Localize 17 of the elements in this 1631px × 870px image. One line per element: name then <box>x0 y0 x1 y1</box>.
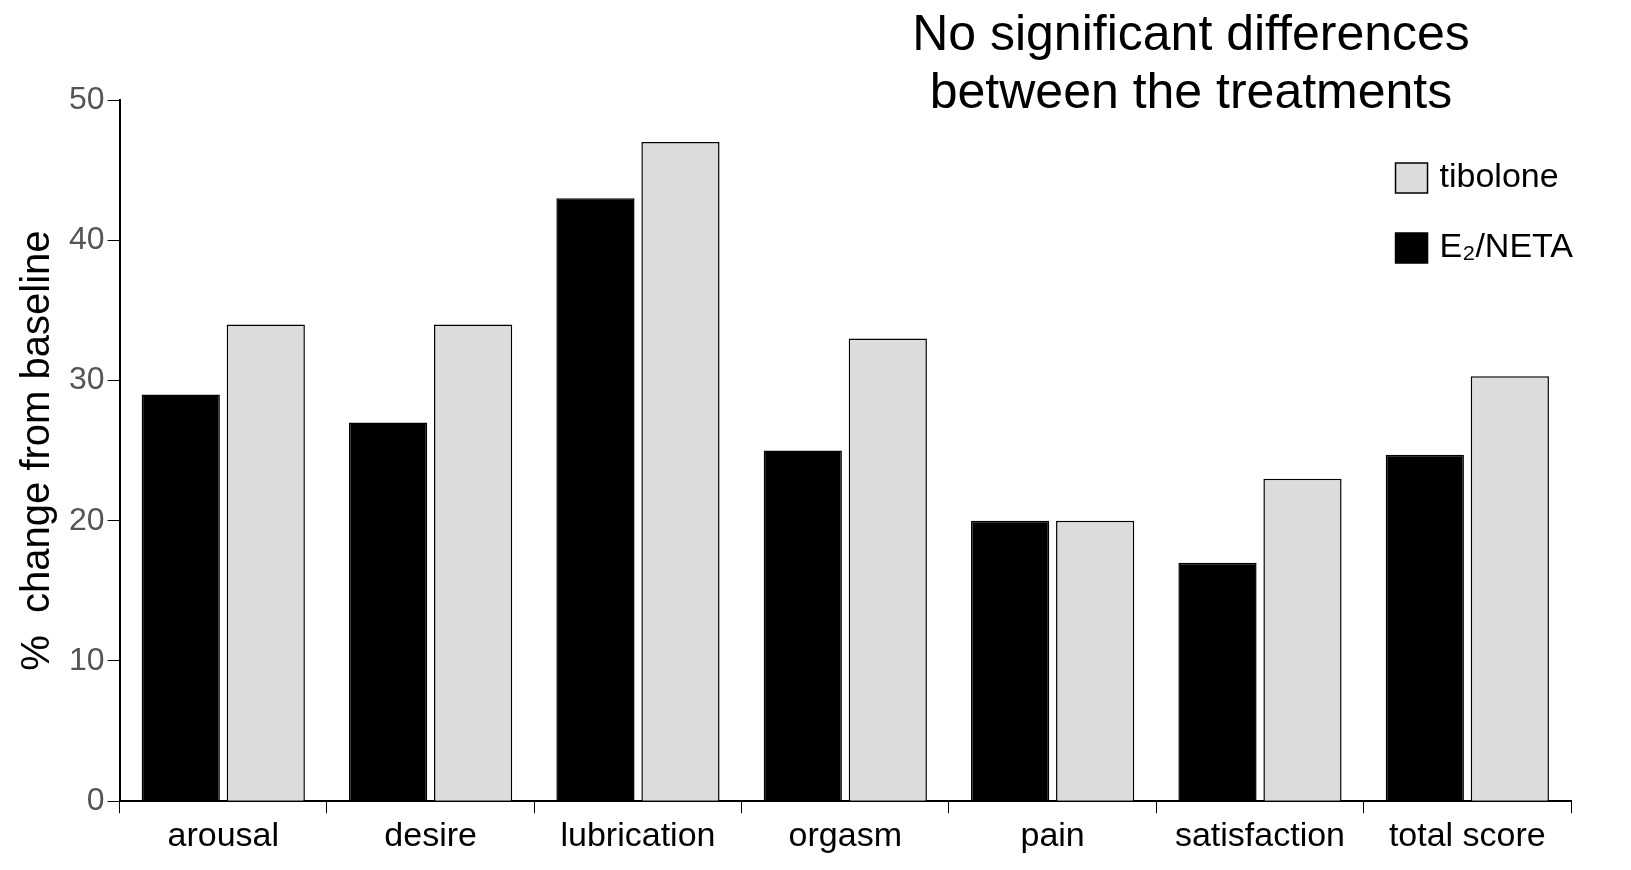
x-tick-label: pain <box>1020 814 1085 853</box>
y-tick-label: 40 <box>69 220 105 257</box>
y-axis-title: % change from baseline <box>13 230 58 671</box>
legend-label: E₂/NETA <box>1439 226 1574 265</box>
y-tick-label: 10 <box>69 640 105 677</box>
x-tick-label: satisfaction <box>1174 814 1346 853</box>
legend-label: tibolone <box>1439 156 1559 195</box>
x-tick-label: arousal <box>167 814 280 853</box>
y-tick-label: 30 <box>69 360 105 397</box>
x-tick-label: lubrication <box>560 814 716 853</box>
x-tick-label: total score <box>1388 814 1546 853</box>
x-tick-label: desire <box>384 814 477 853</box>
x-tick-label: orgasm <box>788 814 902 853</box>
y-tick-label: 50 <box>69 79 105 116</box>
chart-title: No significant differences between the treatments <box>911 4 1471 120</box>
y-tick-label: 20 <box>69 500 105 537</box>
y-tick-label: 0 <box>86 781 105 818</box>
